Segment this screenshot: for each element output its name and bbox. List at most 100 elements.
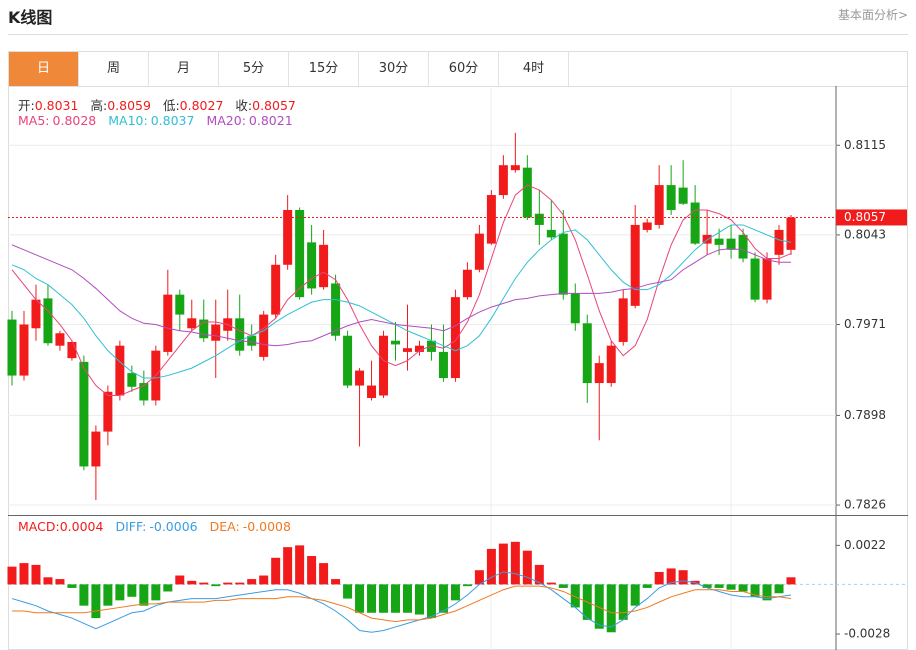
- info-item: 低:0.8027: [163, 95, 223, 114]
- candle-body: [510, 165, 520, 171]
- candle-body: [486, 195, 496, 244]
- macd-bar: [139, 584, 149, 606]
- macd-bar: [570, 584, 580, 608]
- y-tick-label: 0.7826: [844, 498, 886, 512]
- macd-bar: [534, 564, 544, 585]
- macd-bar: [271, 557, 281, 585]
- macd-bar: [474, 570, 484, 585]
- ohlc-info: 开:0.8031 高:0.8059 低:0.8027 收:0.8057: [18, 95, 308, 114]
- info-label: 开:: [18, 98, 35, 113]
- macd-bar: [750, 584, 760, 597]
- macd-value: 0.0004: [59, 519, 104, 534]
- macd-bar: [786, 577, 796, 585]
- y-tick-label: -0.0028: [844, 627, 890, 641]
- macd-legend-item: MACD:0.0004: [18, 519, 103, 534]
- page-title: K线图: [8, 8, 53, 27]
- macd-bar: [91, 584, 101, 619]
- candle-body: [498, 165, 508, 196]
- header-divider: [8, 34, 908, 35]
- macd-line: [11, 571, 792, 633]
- macd-bar: [450, 584, 460, 601]
- macd-bar: [331, 579, 341, 585]
- macd-bar: [7, 566, 17, 585]
- macd-bar: [606, 584, 616, 633]
- last-price-label: 0.8057: [844, 210, 886, 224]
- period-tab[interactable]: 30分: [359, 52, 429, 86]
- period-tab[interactable]: 5分: [219, 52, 289, 86]
- macd-label: MACD:: [18, 519, 60, 534]
- candle-body: [570, 293, 580, 324]
- macd-bar: [187, 580, 197, 585]
- candle-body: [211, 324, 221, 341]
- macd-bar: [259, 575, 269, 585]
- candle-body: [307, 242, 317, 289]
- macd-bar: [522, 550, 532, 585]
- macd-legend-item-label: DIFF:: [115, 519, 147, 534]
- macd-bar: [726, 584, 736, 590]
- period-tab[interactable]: 15分: [289, 52, 359, 86]
- candle-body: [115, 345, 125, 396]
- macd-bar: [414, 584, 424, 615]
- macd-bar: [642, 584, 652, 588]
- candle-body: [582, 323, 592, 384]
- y-tick-label: 0.0022: [844, 538, 886, 552]
- candle-body: [247, 335, 257, 346]
- candle-body: [474, 233, 484, 270]
- macd-bar: [438, 584, 448, 613]
- macd-bar: [31, 564, 41, 585]
- macd-bar: [343, 584, 353, 599]
- candle-body: [103, 391, 113, 432]
- candle-body: [7, 319, 17, 376]
- period-tab[interactable]: 日: [9, 52, 79, 86]
- candle-body: [630, 224, 640, 306]
- candle-body: [774, 229, 784, 255]
- candle-body: [726, 238, 736, 250]
- candle-body: [750, 258, 760, 300]
- ma-legend-item: MA5: 0.8028: [18, 113, 96, 128]
- macd-bar: [738, 584, 748, 592]
- ma-line: [11, 224, 792, 379]
- macd-bar: [462, 584, 472, 587]
- macd-bar: [426, 584, 436, 619]
- y-tick-label: 0.8115: [844, 138, 886, 152]
- candle-body: [402, 348, 412, 352]
- candle-body: [534, 213, 544, 225]
- macd-bar: [103, 584, 113, 606]
- candle-body: [343, 335, 353, 386]
- macd-bar: [486, 548, 496, 585]
- candle-body: [331, 283, 341, 336]
- candle-body: [678, 187, 688, 204]
- macd-bar: [379, 584, 389, 613]
- macd-bar: [594, 584, 604, 629]
- macd-legend-item: DIFF: -0.0006: [115, 519, 197, 534]
- macd-bar: [774, 584, 784, 594]
- candle-body: [450, 297, 460, 379]
- candle-body: [594, 363, 604, 384]
- period-tab[interactable]: 60分: [429, 52, 499, 86]
- macd-bar: [510, 541, 520, 585]
- candle-body: [666, 185, 676, 210]
- candle-body: [127, 373, 137, 387]
- period-tab[interactable]: 月: [149, 52, 219, 86]
- ma-legend-item-label: MA20:: [206, 113, 246, 128]
- last-price-box: [836, 209, 907, 226]
- candle-body: [19, 324, 29, 376]
- candle-body: [438, 351, 448, 379]
- candle-body: [43, 298, 53, 344]
- info-value: 0.8059: [107, 98, 151, 113]
- candle-body: [618, 298, 628, 342]
- candle-body: [762, 258, 772, 300]
- info-item: 开:0.8031: [18, 95, 78, 114]
- candle-body: [355, 370, 365, 386]
- period-tab[interactable]: 4时: [499, 52, 569, 86]
- candle-body: [259, 314, 269, 357]
- fundamentals-link[interactable]: 基本面分析>: [837, 8, 908, 22]
- candle-body: [295, 210, 305, 298]
- candle-body: [163, 294, 173, 352]
- ma-legend-item-value: 0.8037: [150, 113, 195, 128]
- macd-bar: [355, 584, 365, 613]
- candle-body: [391, 340, 401, 345]
- candle-body: [606, 345, 616, 384]
- period-tab[interactable]: 周: [79, 52, 149, 86]
